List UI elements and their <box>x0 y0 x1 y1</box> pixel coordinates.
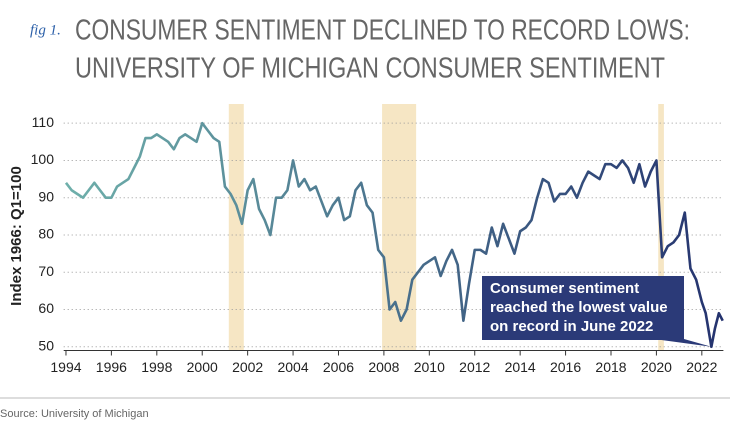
x-tick-label: 2000 <box>187 359 218 375</box>
y-tick-label: 110 <box>32 114 55 130</box>
y-axis-label: Index 1966: Q1=100 <box>8 166 25 306</box>
y-tick-label: 70 <box>38 263 54 279</box>
x-tick-label: 2002 <box>232 359 263 375</box>
x-tick-label: 2012 <box>459 359 490 375</box>
x-tick-label: 1996 <box>96 359 127 375</box>
y-tick-label: 90 <box>38 188 54 204</box>
x-tick-label: 2022 <box>686 359 717 375</box>
x-tick-label: 1998 <box>141 359 172 375</box>
annotation-arrow <box>654 339 712 347</box>
source: Source: University of Michigan <box>0 408 149 420</box>
annotation-text: reached the lowest value <box>490 299 668 316</box>
chart-title: CONSUMER SENTIMENT DECLINED TO RECORD LO… <box>75 15 690 47</box>
annotation-text: on record in June 2022 <box>490 318 653 335</box>
sentiment-line <box>64 121 724 349</box>
x-tick-label: 2004 <box>277 359 308 375</box>
fig-label: fig 1. <box>30 22 61 38</box>
x-tick-label: 2014 <box>505 359 536 375</box>
recession-band <box>228 104 244 351</box>
x-tick-label: 2018 <box>595 359 626 375</box>
x-tick-label: 2020 <box>641 359 672 375</box>
x-tick-label: 2016 <box>550 359 581 375</box>
x-tick-label: 2010 <box>414 359 445 375</box>
plot: 50 60 70 80 90 100 110 1994 1996 1998 2000 2002 2004… <box>31 104 724 375</box>
x-tick-label: 1994 <box>50 359 81 375</box>
chart-title: UNIVERSITY OF MICHIGAN CONSUMER SENTIMEN… <box>75 53 665 85</box>
annotation-text: Consumer sentiment <box>490 280 639 297</box>
y-tick-label: 50 <box>38 337 54 353</box>
x-tick-label: 2008 <box>368 359 399 375</box>
y-tick-label: 60 <box>38 300 54 316</box>
y-tick-label: 100 <box>31 151 55 167</box>
x-tick-label: 2006 <box>323 359 354 375</box>
annotation-box <box>482 276 684 340</box>
y-tick-label: 80 <box>38 226 54 242</box>
